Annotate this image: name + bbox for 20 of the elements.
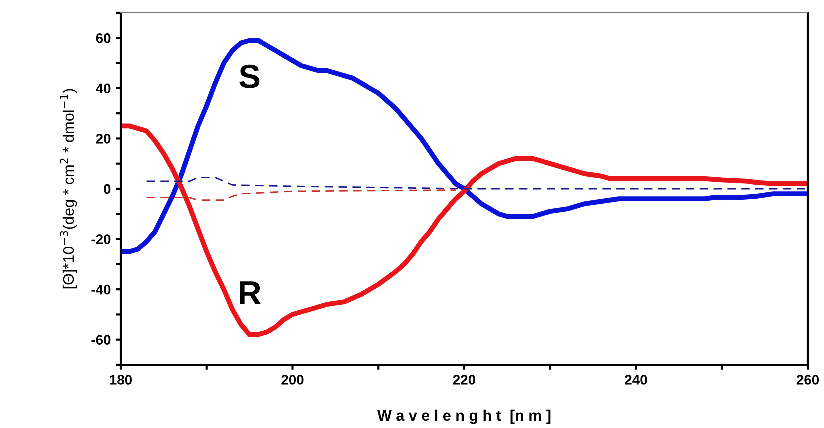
x-tick-label: 260	[796, 375, 820, 385]
y-tick-label: -40	[92, 284, 111, 295]
y-axis-title: [Θ]*10$^{−3}$(deg * cm$^{2}$ * dmol$^{−1}$)	[60, 89, 78, 289]
line-series	[146, 190, 457, 202]
line-series	[121, 124, 808, 338]
y-tick-label: 0	[104, 184, 111, 194]
y-tick-label: -20	[92, 234, 111, 244]
series-label: R	[240, 282, 262, 305]
x-axis-title: W a v e l e n g h t [n m ]	[378, 410, 551, 424]
y-tick-label: 60	[96, 33, 111, 44]
line-series	[146, 176, 808, 190]
x-tick-label: 240	[625, 375, 648, 385]
x-tick-label: 200	[282, 375, 304, 385]
y-tick-label: 20	[96, 134, 111, 144]
x-tick-label: 220	[453, 375, 476, 385]
y-tick-label: 40	[96, 84, 111, 94]
x-tick-label: 180	[110, 375, 132, 385]
series-label: S	[240, 64, 260, 88]
y-tick-label: -60	[92, 335, 111, 346]
line-series	[121, 38, 808, 254]
